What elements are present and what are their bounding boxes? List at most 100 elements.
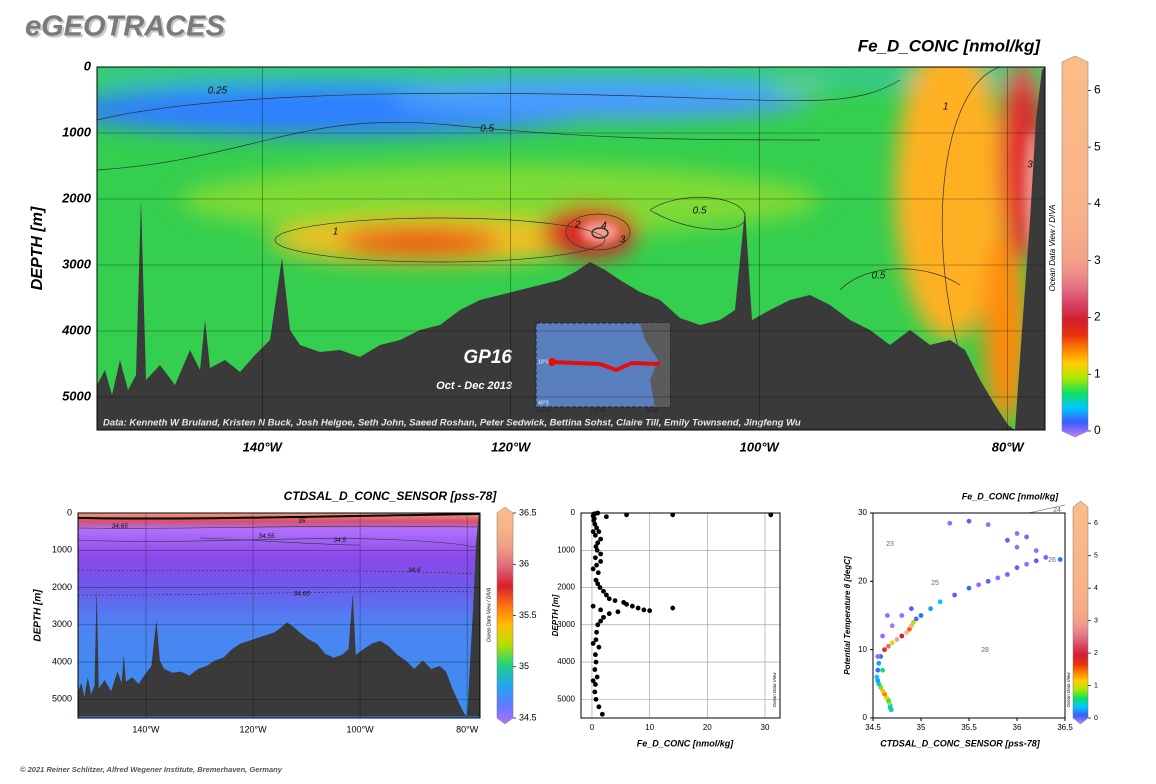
data-point: [593, 555, 598, 561]
data-point: [910, 619, 916, 625]
panel: 0 1000 2000 3000 4000 5000 140°W 120°W 100°W 80°W…: [33, 489, 537, 734]
data-point: [595, 622, 601, 628]
x-tick-label: 36: [1013, 723, 1022, 732]
data-point: [880, 667, 885, 673]
data-point: [894, 637, 900, 642]
data-point: [615, 609, 621, 615]
cruise-name: GP16: [463, 347, 512, 368]
side-label: Ocean Data View / DIVA: [1048, 204, 1057, 291]
y-tick-label: 5000: [62, 388, 92, 403]
data-point: [598, 607, 604, 613]
data-point: [590, 641, 596, 646]
data-point: [590, 603, 596, 609]
contour-label: 0.25: [208, 86, 228, 97]
y-tick-label: 20: [858, 576, 867, 585]
data-point: [595, 540, 601, 546]
data-point: [1057, 557, 1063, 562]
data-point: [889, 623, 895, 629]
data-point: [976, 582, 981, 588]
contour-label: 34.55: [258, 533, 275, 540]
isopycnal-label: 26: [1048, 557, 1056, 564]
x-tick-label: 120°W: [491, 439, 532, 454]
data-point: [899, 613, 905, 618]
data-point: [918, 613, 924, 618]
inset-lat: 40°S: [538, 400, 550, 406]
inset-lon: 120°W: [590, 408, 605, 414]
plot-area: [581, 513, 780, 718]
contour-label: 34.6: [408, 567, 421, 574]
data-point: [593, 652, 598, 658]
data-point: [947, 520, 953, 526]
x-tick-label: 140°W: [243, 439, 284, 454]
data-point: [909, 606, 914, 612]
panel-title: CTDSAL_D_CONC_SENSOR [pss-78]: [284, 489, 498, 503]
colorbar-tick-label: 4: [1094, 196, 1101, 210]
data-point: [606, 611, 612, 617]
data-point: [913, 616, 919, 622]
inset-lon: 160°W: [536, 408, 551, 414]
plot-area: [873, 513, 1065, 718]
x-tick-label: 20: [703, 723, 712, 732]
y-tick-label: 1000: [62, 124, 92, 139]
data-point: [598, 559, 604, 564]
data-point: [595, 570, 601, 576]
x-tick-label: 140°W: [132, 724, 160, 734]
data-point: [882, 647, 887, 653]
data-point: [904, 630, 909, 635]
isopycnal-label: 28: [981, 647, 989, 654]
y-tick-label: 3000: [62, 256, 92, 271]
data-point: [874, 674, 880, 680]
x-tick-label: 35.5: [961, 723, 977, 732]
header-title: eGEOTRACES: [25, 11, 225, 43]
contour-label: 34.65: [294, 590, 311, 597]
contour-label: 3: [620, 235, 626, 246]
y-tick-label: 0: [84, 58, 92, 73]
data-point: [598, 618, 604, 624]
y-tick-label: 4000: [557, 657, 575, 666]
x-tick-label: 100°W: [740, 439, 781, 454]
data-point: [1014, 531, 1020, 536]
data-point: [594, 674, 600, 680]
data-point: [1014, 565, 1020, 571]
contour-label: 34.5: [333, 537, 346, 544]
data-point: [612, 598, 618, 603]
x-tick-label: 36.5: [1057, 723, 1073, 732]
y-tick-label: 1000: [557, 545, 575, 554]
contour-label: 4: [601, 221, 607, 232]
data-point: [593, 637, 599, 643]
data-point: [596, 529, 602, 535]
x-tick-label: 10: [645, 723, 654, 732]
colorbar-tick-label: 2: [1094, 650, 1098, 657]
data-point: [624, 512, 629, 518]
y-axis-label: DEPTH [m]: [33, 589, 44, 642]
y-tick-label: 0: [863, 713, 868, 722]
colorbar: [1072, 500, 1089, 725]
data-point: [596, 704, 602, 710]
colorbar: [1061, 55, 1089, 438]
data-point: [985, 578, 991, 584]
data-point: [1005, 572, 1010, 577]
y-tick-label: 0: [67, 507, 72, 517]
contour-label: 34.65: [112, 523, 129, 530]
data-point: [952, 592, 957, 598]
contour-label: 0.5: [480, 124, 494, 135]
colorbar-tick-label: 35: [519, 661, 529, 671]
panel-title: Fe_D_CONC [nmol/kg]: [962, 491, 1060, 501]
data-point: [593, 577, 599, 583]
y-tick-label: 1000: [52, 545, 72, 555]
side-label: Ocean Data View: [772, 672, 777, 708]
colorbar-tick-label: 35.5: [519, 610, 537, 620]
x-tick-label: 0: [590, 723, 595, 732]
data-point: [670, 512, 676, 518]
x-tick-label: 35: [917, 723, 926, 732]
data-point: [889, 640, 895, 646]
data-point: [593, 659, 599, 665]
data-point: [594, 629, 599, 635]
contour-label: 3: [1027, 160, 1033, 171]
data-point: [595, 581, 601, 587]
colorbar-tick-label: 1: [1094, 682, 1098, 689]
data-point: [1024, 534, 1029, 540]
y-tick-label: 5000: [557, 694, 575, 703]
data-point: [635, 605, 641, 611]
